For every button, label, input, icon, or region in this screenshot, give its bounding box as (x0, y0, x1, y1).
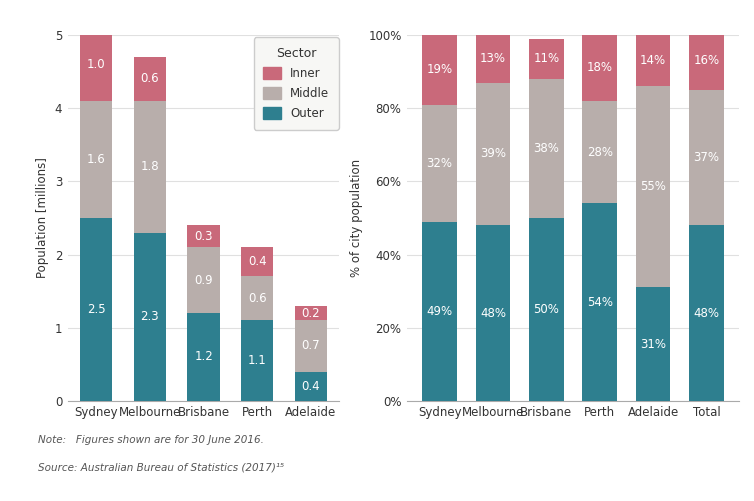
Bar (241, 247, 273, 277)
Bar (582, 101, 617, 203)
Bar (422, 221, 457, 401)
Bar (689, 32, 724, 90)
Text: 19%: 19% (427, 63, 452, 76)
Text: 18%: 18% (587, 62, 613, 75)
Text: 1.0: 1.0 (87, 58, 106, 71)
Bar (241, 277, 273, 320)
Bar (188, 225, 219, 247)
Text: 50%: 50% (533, 303, 559, 316)
Bar (295, 306, 327, 320)
Text: 32%: 32% (427, 157, 452, 169)
Bar (422, 35, 457, 105)
Text: 0.9: 0.9 (195, 274, 213, 287)
Text: 0.4: 0.4 (302, 380, 320, 393)
Bar (476, 35, 510, 83)
Bar (134, 57, 166, 101)
Bar (422, 105, 457, 221)
Text: 37%: 37% (694, 151, 719, 164)
Text: 38%: 38% (533, 142, 559, 155)
Bar (134, 232, 166, 401)
Text: 48%: 48% (694, 307, 719, 320)
Text: Note:   Figures shown are for 30 June 2016.: Note: Figures shown are for 30 June 2016… (38, 435, 264, 445)
Text: 1.2: 1.2 (195, 350, 213, 363)
Text: 49%: 49% (427, 305, 452, 318)
Text: 1.1: 1.1 (248, 354, 267, 367)
Bar (295, 320, 327, 372)
Bar (80, 101, 112, 218)
Text: 14%: 14% (640, 54, 667, 67)
Text: 2.3: 2.3 (141, 310, 159, 323)
Text: 16%: 16% (694, 54, 719, 67)
Text: 31%: 31% (640, 338, 666, 351)
Bar (476, 83, 510, 225)
Bar (689, 225, 724, 401)
Text: 2.5: 2.5 (87, 303, 106, 316)
Text: 1.8: 1.8 (141, 160, 159, 173)
Bar (636, 35, 670, 86)
Text: 0.6: 0.6 (248, 292, 266, 305)
Bar (529, 79, 564, 218)
Text: 28%: 28% (587, 146, 613, 159)
Bar (636, 288, 670, 401)
Text: 0.6: 0.6 (141, 73, 159, 86)
Bar (241, 320, 273, 401)
Bar (188, 313, 219, 401)
Text: 55%: 55% (640, 180, 666, 193)
Text: 0.2: 0.2 (302, 307, 320, 320)
Legend: Inner, Middle, Outer: Inner, Middle, Outer (253, 37, 339, 130)
Y-axis label: % of city population: % of city population (350, 159, 363, 277)
Text: 48%: 48% (480, 307, 506, 320)
Text: 0.4: 0.4 (248, 256, 266, 269)
Text: 13%: 13% (480, 52, 506, 65)
Bar (134, 101, 166, 232)
Text: 0.7: 0.7 (302, 340, 320, 352)
Text: 54%: 54% (587, 296, 613, 309)
Bar (582, 203, 617, 401)
Bar (689, 90, 724, 225)
Text: 0.3: 0.3 (195, 230, 213, 242)
Text: 11%: 11% (533, 52, 559, 65)
Bar (636, 86, 670, 288)
Text: 1.6: 1.6 (87, 153, 106, 166)
Bar (476, 225, 510, 401)
Y-axis label: Population [millions]: Population [millions] (36, 157, 49, 279)
Text: 39%: 39% (480, 147, 506, 160)
Bar (188, 247, 219, 313)
Text: Source: Australian Bureau of Statistics (2017)¹⁵: Source: Australian Bureau of Statistics … (38, 463, 284, 473)
Bar (529, 39, 564, 79)
Bar (80, 28, 112, 101)
Bar (529, 218, 564, 401)
Bar (80, 218, 112, 401)
Bar (582, 35, 617, 101)
Bar (295, 372, 327, 401)
